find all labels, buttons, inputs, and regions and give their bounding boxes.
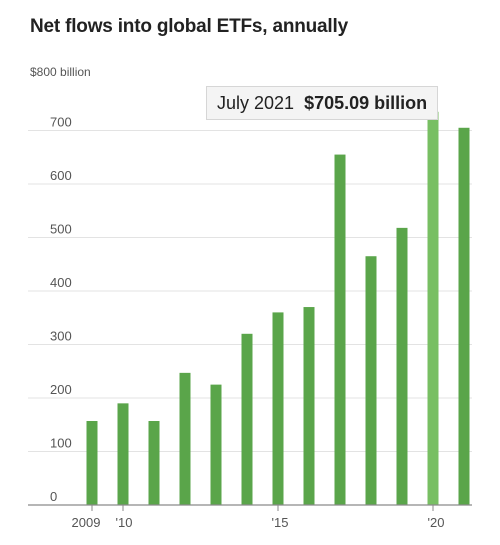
tooltip-value: $705.09 billion xyxy=(304,92,428,113)
y-tick-label: 600 xyxy=(50,168,72,183)
bar-2014[interactable] xyxy=(241,333,253,505)
bar-2018[interactable] xyxy=(365,256,377,505)
tooltip: July 2021 $705.09 billion xyxy=(206,86,439,120)
y-tick-label: 500 xyxy=(50,222,72,237)
y-tick-label: 700 xyxy=(50,115,72,130)
bar-2010[interactable] xyxy=(117,403,129,505)
y-tick-label: 200 xyxy=(50,382,72,397)
x-tick-label: 2009 xyxy=(72,515,101,530)
bar-2013[interactable] xyxy=(210,384,222,505)
bar-2012[interactable] xyxy=(179,372,191,505)
bar-2020[interactable] xyxy=(427,111,439,506)
chart-title: Net flows into global ETFs, annually xyxy=(30,16,348,37)
y-unit-label: $800 billion xyxy=(30,65,91,79)
bar-2019[interactable] xyxy=(396,227,408,505)
bar-2016[interactable] xyxy=(303,307,315,505)
x-tick-label: '15 xyxy=(272,515,289,530)
y-tick-label: 100 xyxy=(50,436,72,451)
x-tick-label: '10 xyxy=(116,515,133,530)
y-tick-label: 0 xyxy=(50,489,57,504)
bar-2017[interactable] xyxy=(334,154,346,505)
y-tick-label: 400 xyxy=(50,275,72,290)
bar-2015[interactable] xyxy=(272,312,284,505)
tooltip-date: July 2021 xyxy=(217,92,295,113)
bar-2021[interactable] xyxy=(458,127,470,505)
x-tick-label: '20 xyxy=(428,515,445,530)
bar-2011[interactable] xyxy=(148,421,160,505)
y-tick-label: 300 xyxy=(50,329,72,344)
bar-2009[interactable] xyxy=(86,421,98,505)
